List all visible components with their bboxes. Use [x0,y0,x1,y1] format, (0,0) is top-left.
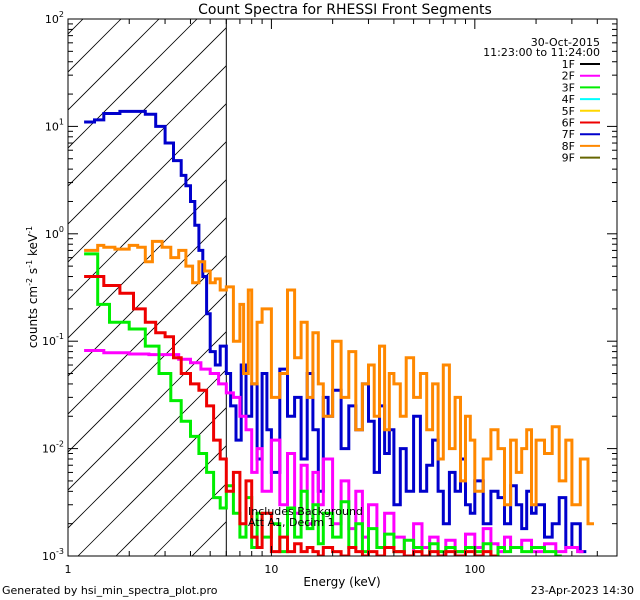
hatch-line-14 [68,369,227,529]
hatch-line-6 [68,65,227,225]
series-6f-line [84,275,497,556]
hatch-line-5 [68,27,227,187]
legend-label-1f: 1F [562,58,575,71]
hatch-line-4 [68,19,198,149]
legend-label-3f: 3F [562,81,575,94]
series-8f-line [84,239,594,526]
x-tick-label-1: 1 [65,563,72,576]
hatch-line-11 [68,255,227,415]
annotation-line-1: Att A1, Decim 1 [248,516,335,529]
legend-label-4f: 4F [562,93,575,106]
series-layer [84,109,594,556]
hatch-line-13 [68,331,227,491]
y-axis-label: counts cm-2 s-1 keV-1 [25,226,40,348]
legend-label-7f: 7F [562,128,575,141]
x-axis-label: Energy (keV) [303,575,380,589]
series-3f-line [84,252,562,556]
x-tick-label-10: 10 [264,563,278,576]
annotation-line-0: Includes Background [248,505,363,518]
hatch-line-10 [68,217,227,377]
hatch-line-8 [68,141,227,301]
date-label: 30-Oct-2015 [531,36,600,49]
chart-title: Count Spectra for RHESSI Front Segments [198,2,492,18]
legend-label-2f: 2F [562,70,575,83]
footer-timestamp: 23-Apr-2023 14:30 [531,584,634,597]
time-range-label: 11:23:00 to 11:24:00 [483,46,600,59]
legend-label-6f: 6F [562,117,575,130]
x-tick-label-100: 100 [464,563,485,576]
hatch-line-15 [77,407,227,556]
footer-generated-by: Generated by hsi_min_spectra_plot.pro [2,584,218,597]
plot-frame [67,18,618,557]
legend-label-8f: 8F [562,140,575,153]
legend-label-5f: 5F [562,105,575,118]
series-2f-line [84,349,584,556]
hatch-line-7 [68,103,227,263]
legend-label-9f: 9F [562,152,575,165]
hatch-line-3 [68,19,160,111]
